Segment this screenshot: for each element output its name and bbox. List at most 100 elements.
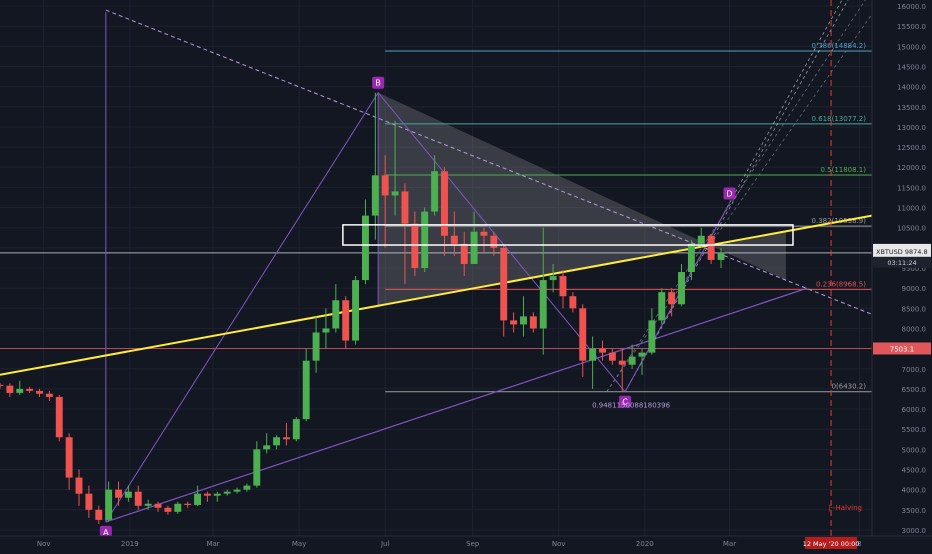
candle-body xyxy=(273,437,281,446)
candle-body xyxy=(668,292,676,305)
price-tick-label: 13500.0 xyxy=(897,104,926,112)
time-tick-label: Jul xyxy=(380,540,390,548)
candle-body xyxy=(65,437,73,478)
candle-body xyxy=(332,300,340,329)
candle-body xyxy=(154,503,162,508)
descending-dashed-trendline xyxy=(105,9,873,315)
candle-body xyxy=(105,489,113,520)
candle-body xyxy=(144,503,152,506)
channel-line xyxy=(606,13,873,392)
fib-level-label: 0.236(8968.5) xyxy=(816,280,866,288)
candle-body xyxy=(401,191,409,224)
candle-body xyxy=(441,171,448,236)
price-tick-label: 13000.0 xyxy=(897,124,926,132)
price-tick-label: 3500.0 xyxy=(902,507,927,515)
date-marker-tag[interactable] xyxy=(805,537,858,549)
candle-body xyxy=(589,348,597,361)
candle-body xyxy=(184,503,192,505)
price-tick-label: 14500.0 xyxy=(897,63,926,71)
fib-level-label: 0.786(14884.2) xyxy=(812,42,867,50)
candle-body xyxy=(213,493,221,496)
halving-label: |--Halving xyxy=(828,504,862,512)
candle-body xyxy=(55,396,63,438)
candle-body xyxy=(500,247,508,321)
candle-body xyxy=(45,393,53,397)
price-tick-label: 8500.0 xyxy=(902,305,927,313)
candle-body xyxy=(450,235,458,244)
price-tick-label: 6000.0 xyxy=(902,406,927,414)
candle-body xyxy=(361,215,369,281)
pattern-point-label: D xyxy=(726,190,732,199)
candle-body xyxy=(687,243,695,273)
time-axis[interactable]: Nov 2019 Mar May Jul Sep Nov 2020 Mar 812 May '20… xyxy=(0,535,932,550)
candle-body xyxy=(124,491,132,498)
pattern-point-badge[interactable] xyxy=(99,525,112,538)
candle-body xyxy=(411,223,419,268)
time-tick-label: Mar xyxy=(723,540,736,548)
candle-body xyxy=(421,211,429,268)
candle-body xyxy=(529,316,537,329)
candle-body xyxy=(223,491,231,494)
price-tick-label: 7000.0 xyxy=(902,366,927,374)
pattern-point-badge[interactable] xyxy=(723,187,736,200)
ratio-label: 0.9481150088180396 xyxy=(592,402,670,410)
candle-body xyxy=(134,491,142,506)
price-tick-label: 9000.0 xyxy=(902,285,927,293)
candle-body xyxy=(539,280,547,329)
candle-body xyxy=(203,493,211,496)
candle-body xyxy=(312,332,320,361)
candle-body xyxy=(6,385,14,393)
price-tick-label: 15500.0 xyxy=(897,23,926,31)
time-tick-label: Sep xyxy=(466,540,480,548)
price-axis[interactable]: 3000.0 3500.0 4000.0 4500.0 5000.0 5500.0 6000… xyxy=(871,0,932,550)
countdown-tag xyxy=(873,256,931,268)
price-tick-label: 10500.0 xyxy=(897,225,926,233)
resistance-box xyxy=(342,224,794,246)
candle-body xyxy=(243,485,251,490)
time-tick-label: Nov xyxy=(552,540,566,548)
candle-body xyxy=(253,449,261,486)
candle-body xyxy=(95,509,103,520)
candle-body xyxy=(115,489,122,498)
candle-body xyxy=(164,507,172,512)
candle-body xyxy=(75,477,83,494)
pattern-point-badge[interactable] xyxy=(372,76,385,89)
level-price-tag[interactable] xyxy=(873,342,931,355)
last-price-tag[interactable] xyxy=(873,243,931,257)
pattern-point-badge[interactable] xyxy=(619,395,632,408)
candle-body xyxy=(352,280,360,341)
price-tick-label: 12500.0 xyxy=(897,144,926,152)
candle-body xyxy=(460,243,468,264)
countdown-text: 03:11:24 xyxy=(887,259,916,267)
yellow-trendline xyxy=(0,214,873,376)
candle-body xyxy=(85,493,93,510)
fibonacci-levels: 0.786(14884.2) 0.618(13077.2) 0.5(11808.1)… xyxy=(385,42,872,393)
candle-body xyxy=(628,356,636,365)
fib-level-label: 0(6430.2) xyxy=(832,383,867,391)
candle-body xyxy=(510,320,518,325)
time-tick-label: 2019 xyxy=(121,540,139,548)
date-marker-text: 12 May '20 00:00 xyxy=(803,540,860,548)
candle-body xyxy=(174,503,182,512)
time-tick-label: 2020 xyxy=(636,540,654,548)
candle-body xyxy=(0,384,4,386)
candle-body xyxy=(263,445,271,450)
candle-body xyxy=(470,231,478,264)
time-axis-bg xyxy=(0,536,932,550)
pattern-point-label: B xyxy=(375,79,381,88)
time-tick-label: Nov xyxy=(37,540,51,548)
candle-body xyxy=(391,191,399,196)
candle-body xyxy=(16,388,24,393)
candle-body xyxy=(717,252,725,260)
candle-body xyxy=(638,352,646,357)
price-tick-label: 4500.0 xyxy=(902,467,927,475)
candle-body xyxy=(302,360,310,420)
candles xyxy=(0,92,725,524)
candle-body xyxy=(342,300,350,341)
price-tick-label: 15000.0 xyxy=(897,43,926,51)
last-price-text: XBTUSD 9874.8 xyxy=(876,248,928,256)
price-tick-label: 14000.0 xyxy=(897,84,926,92)
